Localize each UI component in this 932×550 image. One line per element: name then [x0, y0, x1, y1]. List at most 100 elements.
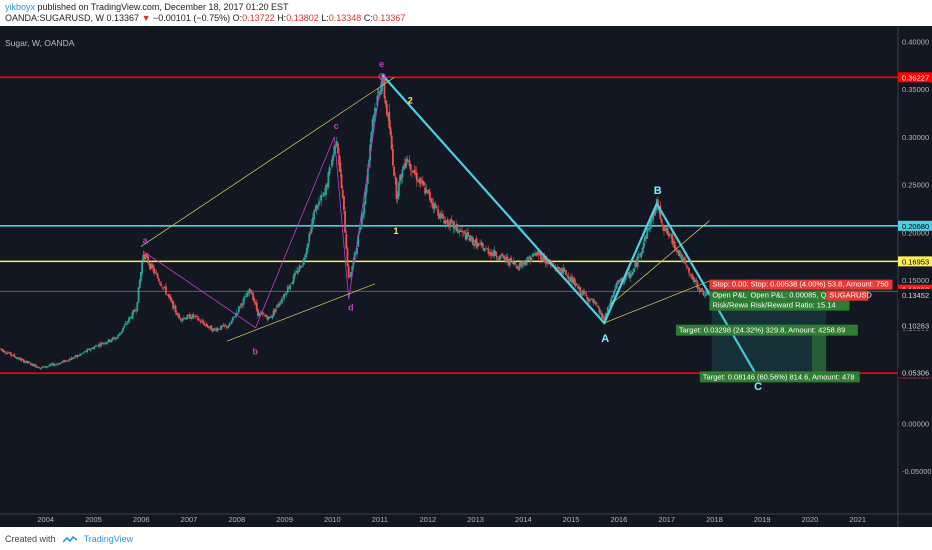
- candle-body: [556, 266, 559, 269]
- candle-body: [387, 114, 389, 117]
- candle-body: [540, 253, 542, 261]
- candle-body: [476, 243, 479, 247]
- candle-body: [347, 266, 350, 278]
- candle-body: [691, 274, 694, 280]
- candle-body: [180, 319, 183, 321]
- channel-upper-line: [611, 220, 710, 305]
- tradingview-brand[interactable]: TradingView: [83, 534, 134, 544]
- candle-body: [423, 182, 425, 186]
- candle-body: [216, 328, 219, 332]
- candle-body: [240, 303, 243, 307]
- candle-body: [495, 255, 498, 258]
- candle-body: [703, 294, 706, 296]
- candle-body: [463, 231, 466, 233]
- candle-body: [351, 266, 354, 272]
- candle-body: [394, 177, 397, 179]
- candle-body: [359, 227, 362, 230]
- y-tick-label: 0.25000: [902, 181, 929, 190]
- candle-body: [175, 312, 178, 315]
- candle-body: [46, 366, 49, 367]
- candle-body: [86, 349, 89, 353]
- candle-body: [444, 220, 447, 225]
- candle-body: [125, 323, 128, 325]
- candle-body: [222, 325, 225, 327]
- candle-body: [360, 215, 363, 227]
- candle-body: [635, 262, 638, 266]
- candle-body: [498, 258, 501, 261]
- candle-body: [395, 178, 398, 199]
- triangle-upper-line: [140, 77, 395, 247]
- candle-body: [616, 281, 619, 286]
- candle-body: [290, 283, 293, 284]
- candle-body: [511, 261, 514, 263]
- chart-area[interactable]: 0.40000 0.35000 0.30000 0.25000 0.20000 0.150…: [0, 26, 932, 527]
- candle-body: [128, 318, 130, 323]
- candle-body: [481, 242, 484, 247]
- candle-body: [234, 316, 237, 318]
- candle-body: [647, 227, 650, 231]
- candle-body: [268, 316, 271, 318]
- candle-body: [289, 284, 292, 290]
- candle-body: [370, 132, 373, 143]
- candle-body: [52, 363, 55, 366]
- candle-body: [538, 253, 541, 255]
- candle-body: [24, 361, 26, 363]
- candle-body: [236, 312, 239, 314]
- chart-svg[interactable]: 0.40000 0.35000 0.30000 0.25000 0.20000 0.150…: [0, 26, 932, 527]
- x-tick-label: 2013: [467, 515, 484, 524]
- candle-body: [14, 357, 17, 358]
- candle-body: [432, 203, 435, 209]
- candle-body: [26, 360, 29, 363]
- candle-body: [503, 255, 505, 259]
- candle-body: [27, 362, 30, 363]
- candle-body: [309, 232, 312, 234]
- candle-body: [97, 345, 99, 347]
- candle-body: [584, 293, 587, 295]
- stop-label-1-text: Stop: 0.00253 (: [712, 280, 764, 289]
- candle-body: [172, 300, 175, 309]
- candle-body: [105, 342, 108, 345]
- candle-body: [381, 81, 384, 91]
- candle-body: [602, 316, 604, 319]
- candle-body: [458, 230, 461, 232]
- candle-body: [194, 315, 197, 317]
- candle-body: [181, 318, 184, 321]
- candle-body: [227, 326, 229, 329]
- candle-body: [393, 167, 395, 176]
- candle-body: [57, 363, 60, 365]
- candle-body: [519, 262, 522, 266]
- candle-body: [649, 218, 652, 229]
- candle-body: [329, 168, 332, 170]
- candle-body: [350, 271, 352, 277]
- candle-body: [575, 284, 578, 286]
- level-tag-label: 0.16953: [902, 257, 929, 266]
- candle-body: [327, 172, 330, 188]
- candle-body: [307, 243, 309, 248]
- candle-body: [434, 204, 437, 208]
- y-tick-label: 0.15000: [902, 276, 929, 285]
- candle-body: [529, 256, 532, 262]
- candle-body: [310, 223, 313, 233]
- candle-body: [40, 366, 43, 369]
- candle-body: [199, 320, 202, 323]
- candle-body: [474, 239, 477, 243]
- wave-label: d: [348, 303, 354, 313]
- candle-body: [388, 111, 391, 128]
- candle-body: [670, 234, 673, 236]
- candle-body: [223, 324, 226, 327]
- candle-body: [179, 317, 182, 320]
- candle-body: [229, 323, 232, 325]
- author-link[interactable]: yikboyx: [5, 2, 36, 12]
- candle-body: [276, 304, 278, 308]
- candle-body: [44, 366, 47, 368]
- candle-body: [514, 264, 517, 266]
- candle-body: [20, 359, 23, 361]
- candle-body: [36, 366, 38, 368]
- y-tick-label: 0.20000: [902, 228, 929, 237]
- candle-body: [88, 348, 91, 351]
- candle-body: [255, 302, 258, 310]
- candle-body: [438, 214, 441, 219]
- candle-body: [273, 309, 276, 313]
- candle-body: [25, 360, 28, 363]
- price-axis: [898, 26, 932, 527]
